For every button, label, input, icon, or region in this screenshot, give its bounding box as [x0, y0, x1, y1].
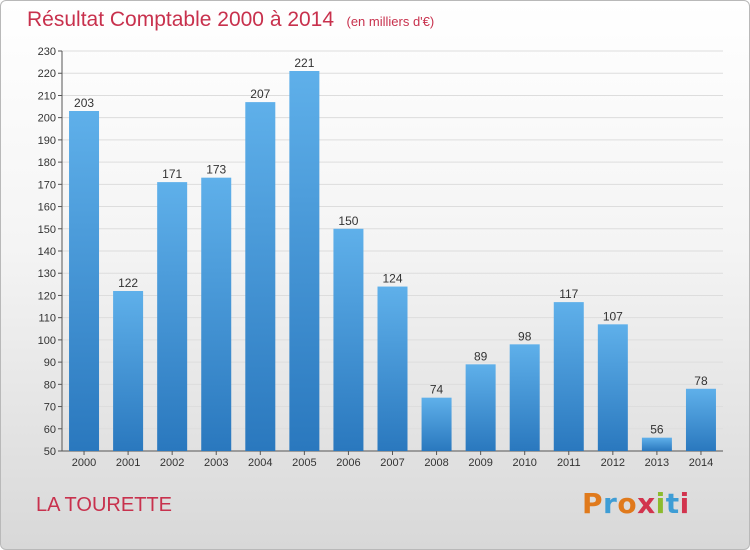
bar: [245, 102, 276, 451]
data-label: 173: [206, 163, 226, 177]
bar: [201, 177, 232, 451]
y-tick-label: 90: [44, 357, 56, 369]
place-name: LA TOURETTE: [36, 494, 172, 516]
brand-letter: o: [617, 487, 638, 520]
data-label: 203: [74, 96, 94, 110]
y-tick-label: 220: [38, 68, 56, 80]
data-labels: 203 122 171 173 207 221 150 124 74 89 98 117 107 56 78: [74, 56, 708, 437]
brand-letter: P: [582, 487, 604, 520]
brand-letter: i: [679, 487, 690, 520]
bar: [113, 291, 144, 451]
y-tick-label: 160: [38, 202, 56, 214]
y-tick-label: 200: [38, 113, 56, 125]
x-tick-label: 2012: [601, 457, 625, 469]
y-tick-label: 110: [38, 313, 56, 325]
bars: [69, 71, 716, 451]
x-tick-label: 2008: [424, 457, 448, 469]
data-label: 117: [559, 287, 578, 301]
x-tick-labels: 2000 2001 2002 2003 2004 2005 2006 2007 2008 2009…: [72, 457, 713, 469]
data-label: 56: [650, 423, 664, 437]
bar: [333, 228, 364, 451]
data-label: 124: [382, 272, 402, 286]
brand-letter: x: [637, 487, 656, 520]
bar: [465, 364, 496, 451]
data-label: 122: [118, 276, 138, 290]
bar: [289, 71, 320, 451]
y-tick-label: 50: [44, 446, 56, 458]
data-label: 207: [250, 87, 270, 101]
y-tick-label: 70: [44, 402, 56, 414]
x-tick-label: 2006: [336, 457, 360, 469]
y-tick-label: 230: [38, 46, 56, 58]
data-label: 150: [338, 214, 358, 228]
bar: [553, 302, 584, 451]
y-tick-label: 210: [38, 90, 56, 102]
bar: [597, 324, 628, 451]
data-label: 98: [518, 329, 532, 343]
bar: [69, 111, 100, 451]
y-tick-label: 100: [38, 335, 56, 347]
brand-letter: r: [603, 487, 618, 520]
bar: [641, 437, 672, 451]
x-tick-label: 2003: [204, 457, 228, 469]
x-tick-label: 2007: [380, 457, 404, 469]
x-tick-label: 2000: [72, 457, 96, 469]
x-tick-label: 2004: [248, 457, 272, 469]
x-tick-label: 2002: [160, 457, 184, 469]
data-label: 78: [694, 374, 708, 388]
x-tick-label: 2013: [645, 457, 669, 469]
data-label: 107: [603, 309, 623, 323]
y-tick-label: 140: [38, 246, 56, 258]
bar: [509, 344, 540, 451]
y-tick-label: 190: [38, 135, 56, 147]
x-tick-label: 2010: [512, 457, 536, 469]
y-tick-labels: 50 60 70 80 90 100 110 120 130 140 150 160 170 180 190…: [38, 46, 56, 458]
data-label: 89: [474, 349, 488, 363]
title-row: Résultat Comptable 2000 à 2014 (en milli…: [27, 8, 434, 32]
x-tick-label: 2009: [468, 457, 492, 469]
y-tick-label: 180: [38, 157, 56, 169]
y-tick-label: 80: [44, 379, 56, 391]
data-label: 171: [162, 167, 182, 181]
data-label: 74: [430, 383, 444, 397]
y-tick-label: 150: [38, 224, 56, 236]
y-tick-label: 120: [38, 290, 56, 302]
x-tick-label: 2005: [292, 457, 316, 469]
data-label: 221: [294, 56, 314, 70]
x-tick-label: 2011: [557, 457, 581, 469]
bar: [377, 286, 408, 451]
brand-letter: i: [655, 487, 666, 520]
bar: [421, 397, 452, 451]
y-tick-label: 170: [38, 179, 56, 191]
brand-letter: t: [665, 487, 680, 520]
x-tick-label: 2001: [116, 457, 140, 469]
y-tick-label: 130: [38, 268, 56, 280]
x-tick-label: 2014: [689, 457, 713, 469]
y-tick-label: 60: [44, 424, 56, 436]
bar: [685, 388, 716, 451]
bar: [157, 182, 188, 451]
chart-unit: (en milliers d'€): [346, 14, 435, 29]
chart-title: Résultat Comptable 2000 à 2014: [27, 8, 335, 31]
brand-logo: Proxiti: [582, 487, 690, 520]
